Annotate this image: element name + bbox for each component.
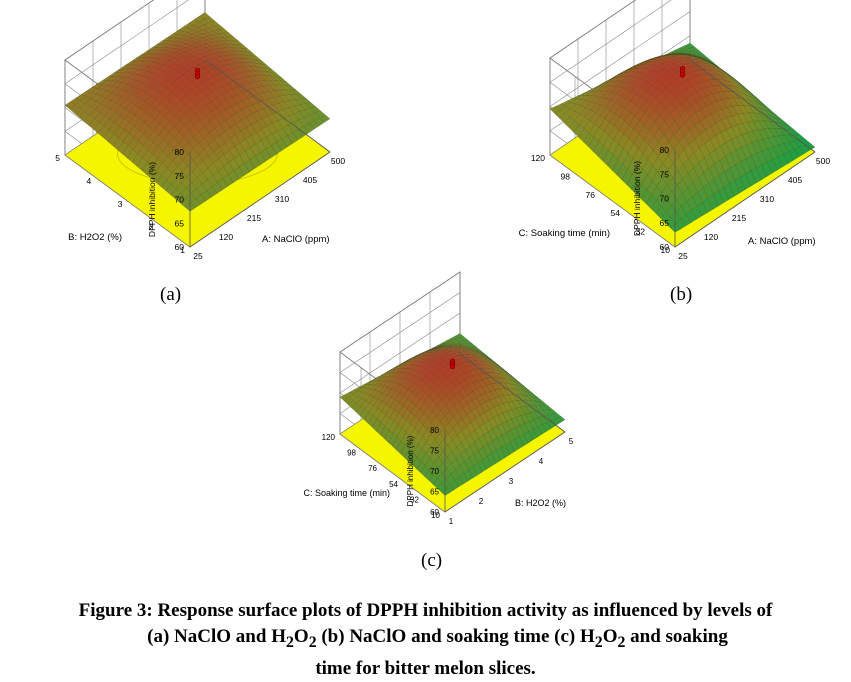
panel-label-a: (a) xyxy=(160,284,181,306)
y-tick-label: 76 xyxy=(368,464,377,473)
caption-line-1: Figure 3: Response surface plots of DPPH… xyxy=(0,598,851,624)
x-tick-label: 2 xyxy=(479,497,484,506)
y-tick-label: 32 xyxy=(636,227,646,237)
design-point xyxy=(450,364,455,369)
x-tick-label: 500 xyxy=(816,156,830,166)
y-tick-label: 5 xyxy=(55,153,60,163)
y-tick-label: 76 xyxy=(586,190,596,200)
z-tick-label: 80 xyxy=(430,426,439,435)
z-tick-label: 75 xyxy=(660,169,670,179)
x-tick-label: 310 xyxy=(275,194,289,204)
y-tick-label: 98 xyxy=(561,171,571,181)
y-tick-label: 54 xyxy=(389,480,398,489)
y-tick-label: 2 xyxy=(149,222,154,232)
x-tick-label: 1 xyxy=(449,517,454,526)
x-tick-label: 405 xyxy=(303,175,317,185)
y-tick-label: 1 xyxy=(180,245,185,255)
y-tick-label: 54 xyxy=(611,208,621,218)
x-tick-label: 5 xyxy=(569,437,574,446)
z-tick-label: 65 xyxy=(660,218,670,228)
z-tick-label: 80 xyxy=(660,145,670,155)
z-tick-label: 65 xyxy=(175,218,185,228)
y-tick-label: 120 xyxy=(322,433,336,442)
x-tick-label: 310 xyxy=(760,194,774,204)
y-tick-label: 98 xyxy=(347,449,356,458)
z-tick-label: 65 xyxy=(430,488,439,497)
x-tick-label: 25 xyxy=(678,251,688,261)
x-tick-label: 25 xyxy=(193,251,203,261)
x-axis-label: A: NaClO (ppm) xyxy=(262,234,330,245)
y-axis-label: C: Soaking time (min) xyxy=(519,228,610,239)
x-tick-label: 500 xyxy=(331,156,345,166)
caption-line-3: time for bitter melon slices. xyxy=(0,656,851,682)
x-tick-label: 120 xyxy=(219,232,233,242)
x-tick-label: 215 xyxy=(247,213,261,223)
y-tick-label: 32 xyxy=(410,495,419,504)
design-point xyxy=(195,74,200,79)
z-tick-label: 70 xyxy=(175,195,185,205)
y-tick-label: 4 xyxy=(87,176,92,186)
x-tick-label: 215 xyxy=(732,213,746,223)
y-axis-label: B: H2O2 (%) xyxy=(68,232,122,243)
y-tick-label: 10 xyxy=(431,511,440,520)
panel-label-b: (b) xyxy=(670,284,692,306)
z-axis-label: DPPH inhibition (%) xyxy=(632,161,642,236)
z-tick-label: 75 xyxy=(430,447,439,456)
panel-label-c: (c) xyxy=(421,550,442,572)
z-tick-label: 70 xyxy=(660,194,670,204)
z-tick-label: 80 xyxy=(175,147,185,157)
y-tick-label: 3 xyxy=(118,199,123,209)
x-tick-label: 120 xyxy=(704,232,718,242)
x-tick-label: 405 xyxy=(788,175,802,185)
z-tick-label: 75 xyxy=(175,171,185,181)
x-axis-label: A: NaClO (ppm) xyxy=(748,236,816,247)
z-tick-label: 70 xyxy=(430,467,439,476)
y-tick-label: 10 xyxy=(661,245,671,255)
x-axis-label: B: H2O2 (%) xyxy=(515,498,566,508)
y-tick-label: 120 xyxy=(531,153,545,163)
caption-line-2: (a) NaClO and H2O2 (b) NaClO and soaking… xyxy=(0,624,851,656)
x-tick-label: 4 xyxy=(539,457,544,466)
design-point xyxy=(680,73,685,78)
x-tick-label: 3 xyxy=(509,477,514,486)
figure-caption: Figure 3: Response surface plots of DPPH… xyxy=(0,598,851,682)
y-axis-label: C: Soaking time (min) xyxy=(303,488,390,498)
